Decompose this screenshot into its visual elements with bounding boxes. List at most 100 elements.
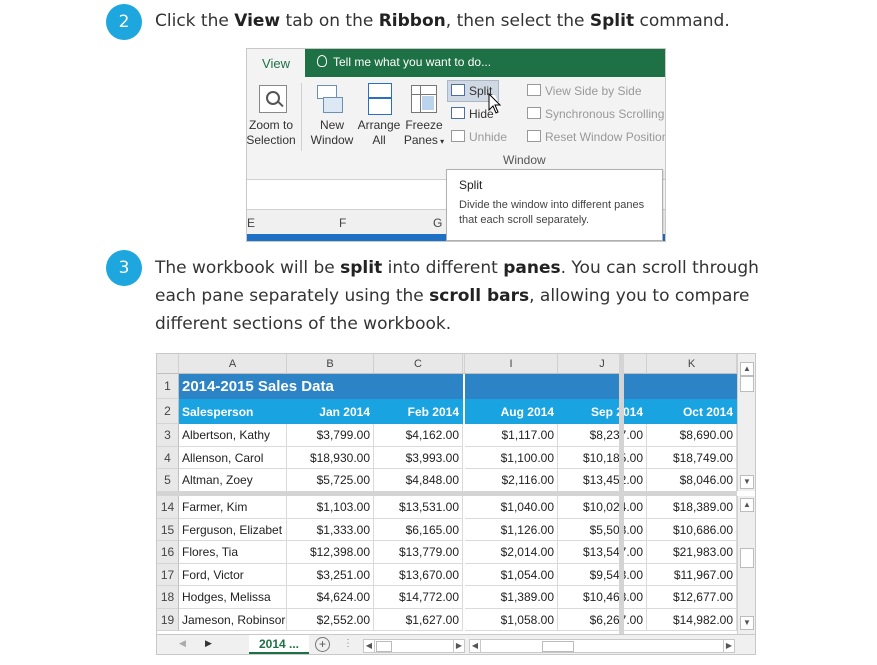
scroll-thumb[interactable] <box>740 548 754 568</box>
salesperson-cell[interactable]: Altman, Zoey <box>179 469 287 492</box>
salesperson-cell[interactable]: Albertson, Kathy <box>179 424 287 447</box>
sales-value-cell[interactable]: $1,389.00 <box>465 586 558 609</box>
header-sep[interactable]: Sep 2014 <box>590 405 643 419</box>
sales-value-cell[interactable]: $13,547.00 <box>558 541 647 564</box>
sales-value-cell[interactable]: $13,452.00 <box>558 469 647 492</box>
sales-value-cell[interactable]: $1,333.00 <box>287 518 374 541</box>
unhide-button[interactable]: Unhide <box>451 130 507 144</box>
sales-value-cell[interactable]: $1,100.00 <box>465 446 558 469</box>
sales-value-cell[interactable]: $11,967.00 <box>647 563 737 586</box>
sales-value-cell[interactable]: $5,725.00 <box>287 469 374 492</box>
row-header[interactable]: 19 <box>157 608 179 631</box>
sheet-tab-2014[interactable]: 2014 ... <box>249 635 309 654</box>
row-header[interactable]: 5 <box>157 469 179 492</box>
synchronous-scrolling-button[interactable]: Synchronous Scrolling <box>527 107 664 121</box>
sales-value-cell[interactable]: $18,930.00 <box>287 446 374 469</box>
sales-value-cell[interactable]: $8,237.00 <box>558 424 647 447</box>
sales-value-cell[interactable]: $4,624.00 <box>287 586 374 609</box>
row-header[interactable]: 2 <box>157 399 179 424</box>
sales-value-cell[interactable]: $3,251.00 <box>287 563 374 586</box>
row-header[interactable]: 16 <box>157 541 179 564</box>
view-side-by-side-button[interactable]: View Side by Side <box>527 84 642 98</box>
sales-value-cell[interactable]: $14,772.00 <box>374 586 463 609</box>
column-header[interactable]: C <box>374 354 463 374</box>
column-header[interactable]: J <box>558 354 647 374</box>
sales-value-cell[interactable]: $2,552.00 <box>287 608 374 631</box>
tab-splitter-icon[interactable]: ⋮ <box>343 638 353 649</box>
header-feb[interactable]: Feb 2014 <box>407 405 459 419</box>
horizontal-split-bar[interactable] <box>157 491 737 496</box>
sales-value-cell[interactable]: $14,982.00 <box>647 608 737 631</box>
sales-value-cell[interactable]: $4,162.00 <box>374 424 463 447</box>
sales-value-cell[interactable]: $10,185.00 <box>558 446 647 469</box>
salesperson-cell[interactable]: Allenson, Carol <box>179 446 287 469</box>
column-header[interactable]: I <box>465 354 558 374</box>
salesperson-cell[interactable]: Hodges, Melissa <box>179 586 287 609</box>
sales-value-cell[interactable]: $13,670.00 <box>374 563 463 586</box>
header-oct[interactable]: Oct 2014 <box>682 405 733 419</box>
sales-value-cell[interactable]: $4,848.00 <box>374 469 463 492</box>
sales-value-cell[interactable]: $10,468.00 <box>558 586 647 609</box>
sales-value-cell[interactable]: $13,531.00 <box>374 496 463 519</box>
freeze-panes-button[interactable]: Freeze Panes ▾ <box>403 118 445 147</box>
scroll-right-icon[interactable]: ▶ <box>453 640 464 652</box>
row-header[interactable]: 17 <box>157 563 179 586</box>
right-horizontal-scrollbar[interactable]: ◀ ▶ <box>469 639 735 653</box>
sales-value-cell[interactable]: $5,503.00 <box>558 518 647 541</box>
arrange-all-button[interactable]: Arrange All <box>357 118 401 147</box>
split-button[interactable]: Split <box>451 84 492 98</box>
left-horizontal-scrollbar[interactable]: ◀ ▶ <box>363 639 465 653</box>
sales-value-cell[interactable]: $12,677.00 <box>647 586 737 609</box>
salesperson-cell[interactable]: Flores, Tia <box>179 541 287 564</box>
row-header[interactable]: 15 <box>157 518 179 541</box>
header-salesperson[interactable]: Salesperson <box>182 405 254 419</box>
sales-value-cell[interactable]: $1,627.00 <box>374 608 463 631</box>
sales-value-cell[interactable]: $3,993.00 <box>374 446 463 469</box>
bottom-vertical-scrollbar[interactable]: ▲ ▼ <box>737 496 755 634</box>
sales-value-cell[interactable]: $13,779.00 <box>374 541 463 564</box>
sales-value-cell[interactable]: $8,690.00 <box>647 424 737 447</box>
scroll-down-icon[interactable]: ▼ <box>740 475 754 489</box>
sales-value-cell[interactable]: $6,267.00 <box>558 608 647 631</box>
top-vertical-scrollbar[interactable]: ▲ ▼ <box>737 354 755 491</box>
row-header[interactable]: 4 <box>157 446 179 469</box>
sales-value-cell[interactable]: $2,014.00 <box>465 541 558 564</box>
sales-value-cell[interactable]: $10,024.00 <box>558 496 647 519</box>
salesperson-cell[interactable]: Jameson, Robinsor <box>179 608 287 631</box>
sales-value-cell[interactable]: $6,165.00 <box>374 518 463 541</box>
sales-value-cell[interactable]: $8,046.00 <box>647 469 737 492</box>
row-header[interactable]: 3 <box>157 424 179 447</box>
scroll-up-icon[interactable]: ▲ <box>740 362 754 376</box>
new-window-button[interactable]: New Window <box>310 118 354 147</box>
sales-value-cell[interactable]: $1,058.00 <box>465 608 558 631</box>
next-sheet-icon[interactable]: ▶ <box>205 638 212 648</box>
salesperson-cell[interactable]: Ford, Victor <box>179 563 287 586</box>
h-scroll-thumb[interactable] <box>542 641 574 652</box>
sales-value-cell[interactable]: $1,126.00 <box>465 518 558 541</box>
scroll-up-icon[interactable]: ▲ <box>740 498 754 512</box>
sales-value-cell[interactable]: $18,749.00 <box>647 446 737 469</box>
sheet-title[interactable]: 2014-2015 Sales Data <box>179 374 463 399</box>
hide-button[interactable]: Hide <box>451 107 494 121</box>
header-aug[interactable]: Aug 2014 <box>500 405 554 419</box>
add-sheet-icon[interactable]: + <box>315 637 330 652</box>
salesperson-cell[interactable]: Farmer, Kim <box>179 496 287 519</box>
scroll-thumb[interactable] <box>740 376 754 392</box>
column-header[interactable]: K <box>647 354 737 374</box>
salesperson-cell[interactable]: Ferguson, Elizabet <box>179 518 287 541</box>
scroll-left-icon[interactable]: ◀ <box>364 640 375 652</box>
sales-value-cell[interactable]: $1,103.00 <box>287 496 374 519</box>
sales-value-cell[interactable]: $9,543.00 <box>558 563 647 586</box>
prev-sheet-icon[interactable]: ◀ <box>179 638 186 648</box>
sales-value-cell[interactable]: $18,389.00 <box>647 496 737 519</box>
scroll-down-icon[interactable]: ▼ <box>740 616 754 630</box>
sales-value-cell[interactable]: $10,686.00 <box>647 518 737 541</box>
sales-value-cell[interactable]: $21,983.00 <box>647 541 737 564</box>
scroll-left-icon[interactable]: ◀ <box>470 640 481 652</box>
reset-window-position-button[interactable]: Reset Window Position <box>527 130 665 144</box>
tab-view[interactable]: View <box>247 49 305 79</box>
row-header[interactable]: 14 <box>157 496 179 519</box>
h-scroll-thumb[interactable] <box>376 641 392 652</box>
scroll-right-icon[interactable]: ▶ <box>723 640 734 652</box>
column-header[interactable]: A <box>179 354 287 374</box>
